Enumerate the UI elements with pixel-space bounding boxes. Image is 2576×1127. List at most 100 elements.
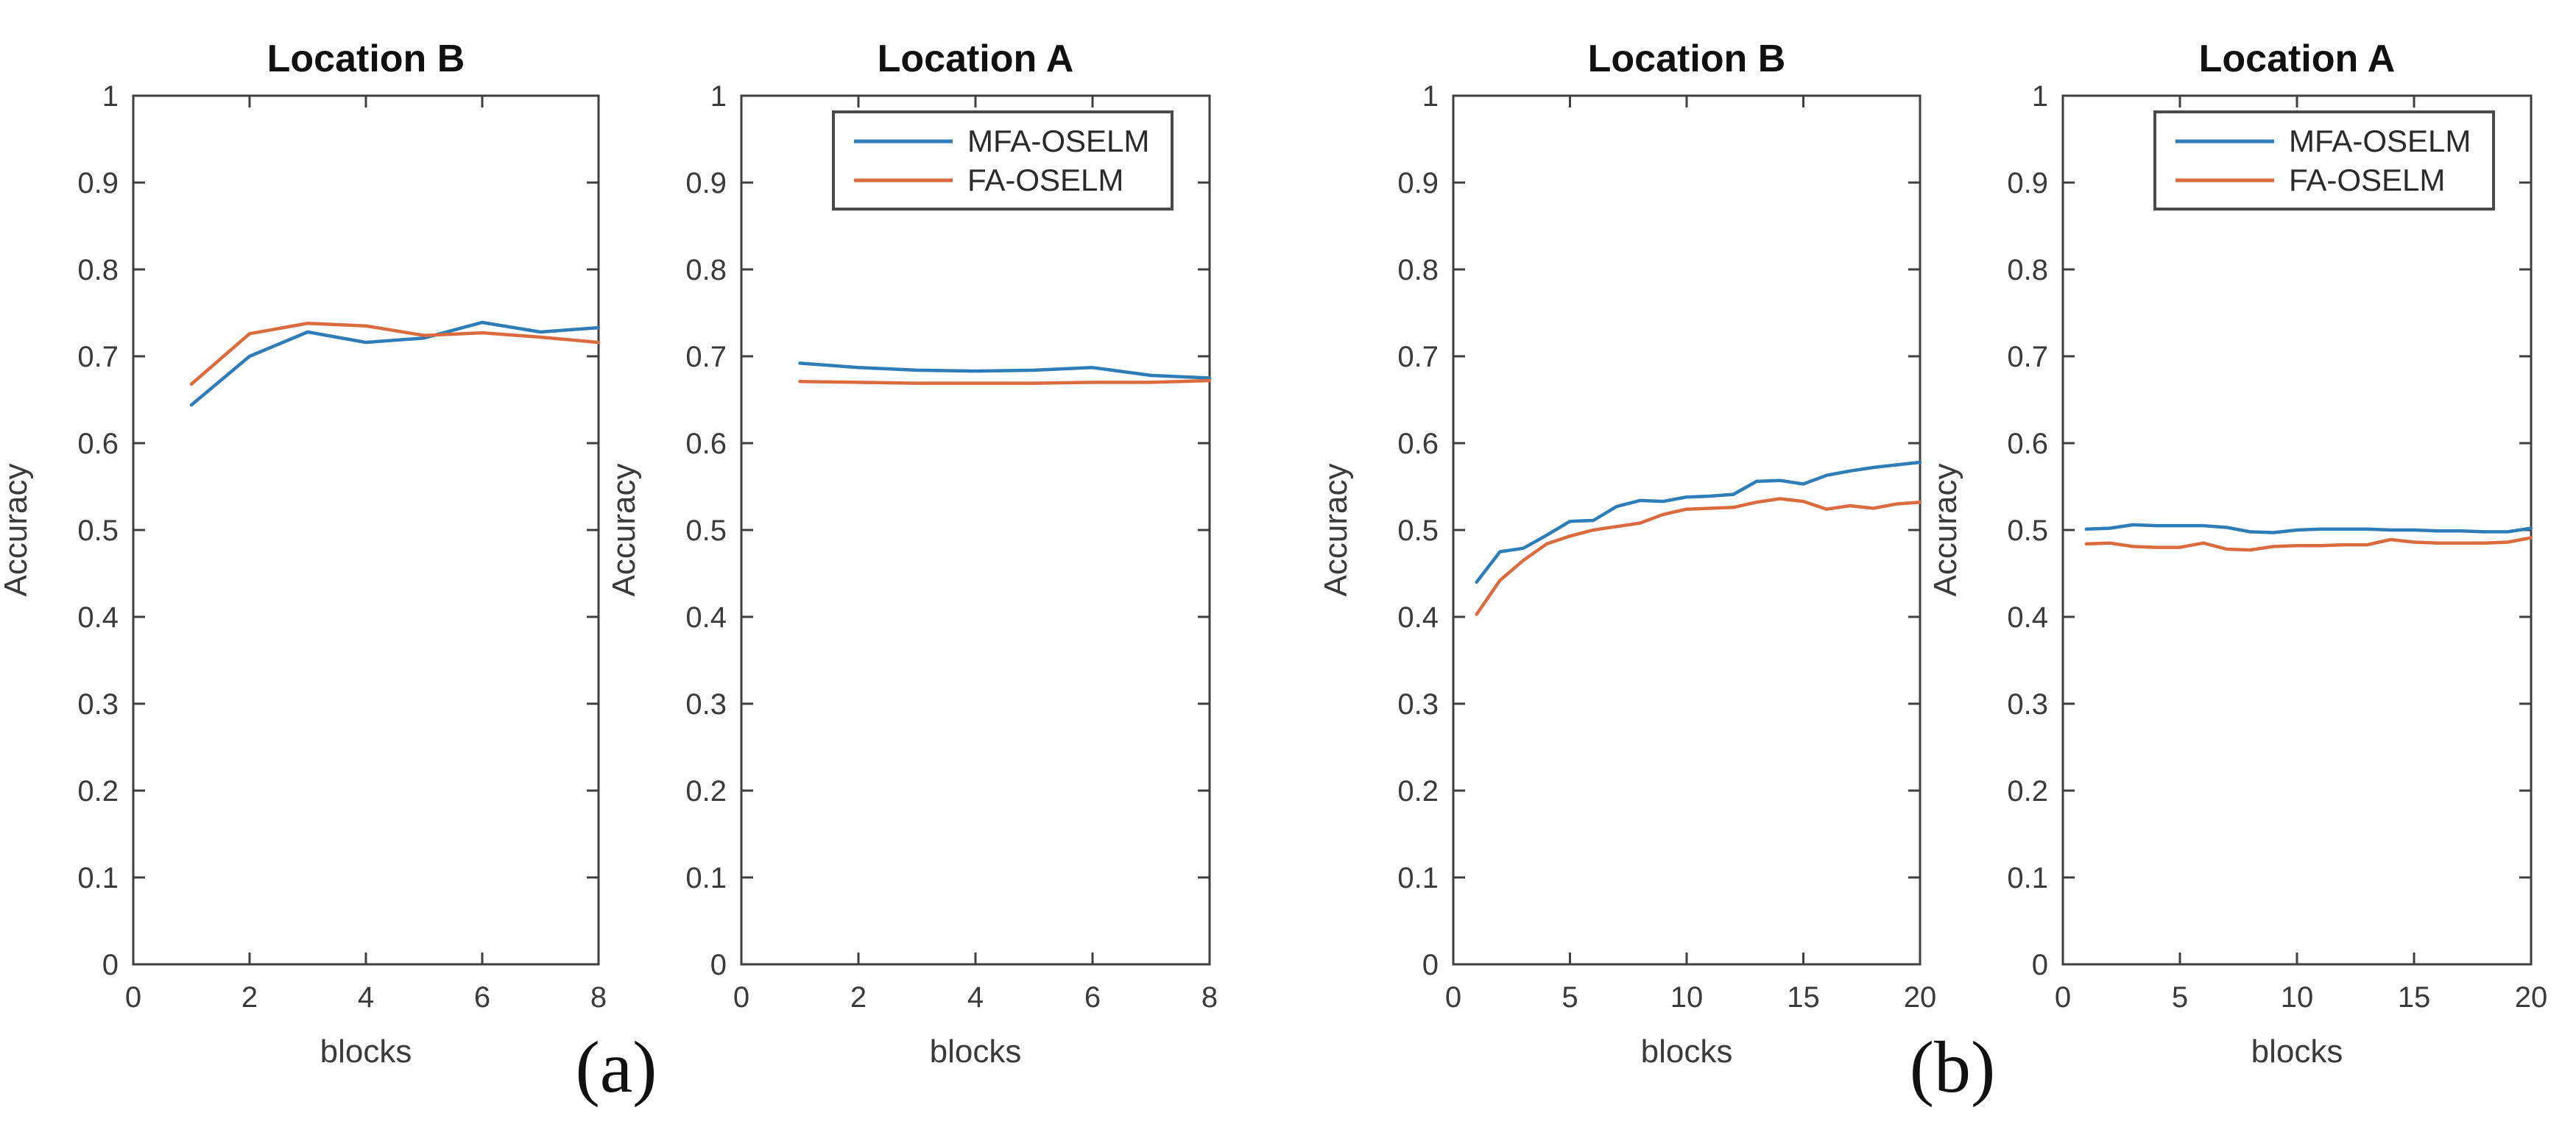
x-tick-label: 4 xyxy=(358,981,374,1014)
y-tick-label: 0.4 xyxy=(1397,601,1439,634)
chart-title: Location A xyxy=(2199,38,2396,80)
y-tick-label: 0 xyxy=(1422,949,1439,981)
chart-svg-3: Location A 0 5 10 15 20 0 0.1 0.2 0.3 0.4 0.5 0.6 0.7… xyxy=(1934,38,2548,1070)
x-tick-label: 15 xyxy=(1787,981,1820,1014)
x-tick-label: 4 xyxy=(967,981,984,1014)
y-tick-label: 0.2 xyxy=(77,775,119,808)
y-tick-label: 0.4 xyxy=(685,601,727,634)
x-tick-label: 10 xyxy=(2281,981,2314,1014)
y-tick-label: 0.8 xyxy=(2007,254,2048,286)
y-tick-label: 1 xyxy=(2032,80,2048,113)
x-axis-label: blocks xyxy=(1641,1034,1733,1070)
panel-label-b: (b) xyxy=(1909,1026,1996,1108)
x-tick-label: 2 xyxy=(850,981,867,1014)
y-tick-label: 0.3 xyxy=(77,688,119,721)
x-axis-label: blocks xyxy=(930,1034,1022,1070)
series-line-mfa-oselm xyxy=(189,320,601,407)
y-tick-label: 0.3 xyxy=(1397,688,1439,721)
x-tick-label: 8 xyxy=(1201,981,1218,1014)
legend-box xyxy=(832,110,1174,211)
chart-svg-0: Location B 0 2 4 6 8 0 0.1 0.2 0.3 0.4 0.5 0.6 0.7 0.8… xyxy=(4,38,607,1070)
y-tick-label: 0.1 xyxy=(2007,862,2048,894)
y-tick-label: 0.2 xyxy=(685,775,727,808)
chart-title: Location B xyxy=(1588,38,1786,80)
y-tick-label: 0.8 xyxy=(1397,254,1439,286)
y-axis-label: Accuracy xyxy=(1934,464,1963,597)
y-axis-label: Accuracy xyxy=(1324,464,1354,597)
x-tick-label: 20 xyxy=(2515,981,2548,1014)
y-tick-label: 0.5 xyxy=(1397,515,1439,547)
x-tick-label: 6 xyxy=(474,981,490,1014)
y-tick-label: 0.5 xyxy=(2007,515,2048,547)
axes-box xyxy=(132,94,600,966)
y-tick-label: 0.6 xyxy=(685,428,727,460)
series-line-mfa-oselm xyxy=(2084,523,2533,534)
series-line-fa-oselm xyxy=(2084,536,2533,552)
chart-title: Location A xyxy=(878,38,1074,80)
y-tick-label: 0.7 xyxy=(685,341,727,373)
legend-label: FA-OSELM xyxy=(2289,163,2445,197)
x-tick-label: 0 xyxy=(1445,981,1461,1014)
x-tick-label: 8 xyxy=(590,981,607,1014)
legend-label: MFA-OSELM xyxy=(967,124,1149,158)
y-tick-label: 0 xyxy=(710,949,727,981)
y-tick-label: 0.7 xyxy=(1397,341,1439,373)
x-tick-label: 10 xyxy=(1670,981,1704,1014)
axes-box xyxy=(2061,94,2533,966)
x-tick-label: 0 xyxy=(2055,981,2071,1014)
y-tick-label: 0.4 xyxy=(77,601,119,634)
y-tick-label: 0 xyxy=(2032,949,2048,981)
y-tick-label: 0.6 xyxy=(2007,428,2048,460)
chart-svg-2: Location B 0 5 10 15 20 0 0.1 0.2 0.3 0.4 0.5 0.6 0.7… xyxy=(1324,38,1937,1070)
chart-svg-1: Location A 0 2 4 6 8 0 0.1 0.2 0.3 0.4 0.5 0.6 0.7 0.8… xyxy=(613,38,1218,1070)
x-tick-label: 5 xyxy=(2172,981,2188,1014)
panel-label-a: (a) xyxy=(575,1026,657,1108)
x-tick-label: 6 xyxy=(1084,981,1101,1014)
y-tick-label: 0.2 xyxy=(1397,775,1439,808)
y-tick-label: 0.6 xyxy=(77,428,119,460)
x-tick-label: 2 xyxy=(241,981,258,1014)
y-tick-label: 0.9 xyxy=(685,167,727,199)
legend-label: MFA-OSELM xyxy=(2289,124,2471,158)
y-tick-label: 0 xyxy=(102,949,119,981)
y-tick-label: 0.5 xyxy=(77,515,119,547)
series-line-mfa-oselm xyxy=(798,361,1212,380)
y-tick-label: 0.8 xyxy=(77,254,119,286)
x-tick-label: 20 xyxy=(1904,981,1937,1014)
series-line-fa-oselm xyxy=(189,321,601,386)
y-tick-label: 0.1 xyxy=(77,862,119,894)
x-axis-label: blocks xyxy=(320,1034,412,1070)
y-axis-label: Accuracy xyxy=(4,464,34,597)
y-tick-label: 1 xyxy=(102,80,119,113)
legend-label: FA-OSELM xyxy=(967,163,1123,197)
y-tick-label: 0.2 xyxy=(2007,775,2048,808)
axes-box xyxy=(740,94,1211,966)
chart-title: Location B xyxy=(267,38,465,80)
y-tick-label: 0.9 xyxy=(1397,167,1439,199)
y-tick-label: 0.9 xyxy=(77,167,119,199)
legend-box xyxy=(2153,110,2495,211)
y-tick-label: 0.1 xyxy=(685,862,727,894)
series-line-fa-oselm xyxy=(798,378,1212,385)
y-tick-label: 1 xyxy=(710,80,727,113)
axes-box xyxy=(1452,94,1922,966)
x-axis-label: blocks xyxy=(2251,1034,2343,1070)
y-tick-label: 0.7 xyxy=(2007,341,2048,373)
series-line-fa-oselm xyxy=(1475,497,1922,616)
y-tick-label: 0.1 xyxy=(1397,862,1439,894)
y-tick-label: 0.3 xyxy=(2007,688,2048,721)
y-tick-label: 0.9 xyxy=(2007,167,2048,199)
series-line-mfa-oselm xyxy=(1475,460,1922,584)
y-tick-label: 0.4 xyxy=(2007,601,2048,634)
y-tick-label: 0.3 xyxy=(685,688,727,721)
y-axis-label: Accuracy xyxy=(613,464,642,597)
y-tick-label: 0.6 xyxy=(1397,428,1439,460)
y-tick-label: 0.5 xyxy=(685,515,727,547)
x-tick-label: 0 xyxy=(125,981,141,1014)
y-tick-label: 0.7 xyxy=(77,341,119,373)
x-tick-label: 15 xyxy=(2398,981,2431,1014)
y-tick-label: 1 xyxy=(1422,80,1439,113)
x-tick-label: 5 xyxy=(1562,981,1578,1014)
y-tick-label: 0.8 xyxy=(685,254,727,286)
